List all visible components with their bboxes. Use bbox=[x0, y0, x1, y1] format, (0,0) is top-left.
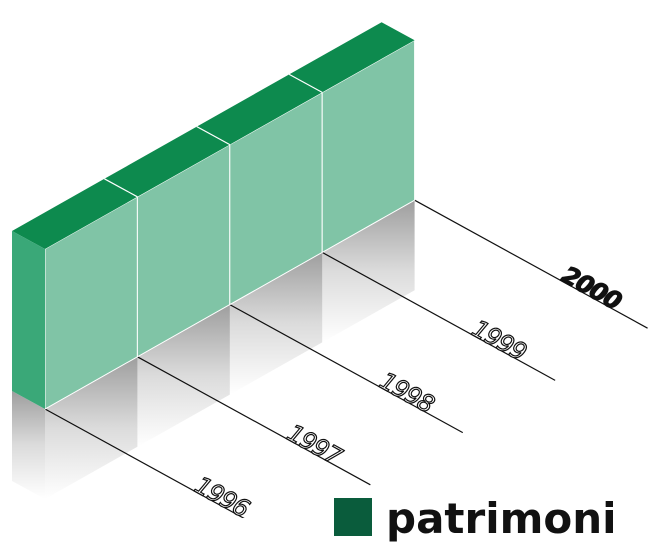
x-tick-label-1998: 1998 bbox=[375, 367, 439, 419]
bar-top-1998 bbox=[196, 74, 323, 145]
bar-divider-1997 bbox=[104, 178, 138, 198]
x-tick-label-1999: 1999 bbox=[467, 314, 531, 366]
bar-divider-1998 bbox=[196, 126, 231, 146]
chart-area: 1996 1997 1998 1999 2000 patrimoni bbox=[12, 22, 648, 540]
legend-label-patrimoni: patrimoni bbox=[386, 494, 617, 543]
bar-chart-3d: 1996 1997 1998 1999 2000 bbox=[12, 22, 648, 538]
reflection-shadow-1997 bbox=[137, 304, 230, 447]
reflection-shadow-side bbox=[12, 391, 45, 499]
bar-top-1999 bbox=[289, 22, 415, 93]
x-tick-label-1996: 1996 bbox=[190, 471, 254, 518]
bar-1999 bbox=[289, 22, 416, 254]
bar-divider-1999 bbox=[288, 73, 323, 93]
bar-side-face bbox=[12, 231, 45, 409]
bar-1998 bbox=[196, 74, 323, 306]
reflection-shadow-1998 bbox=[229, 252, 323, 395]
legend: patrimoni bbox=[334, 492, 617, 540]
x-tick-label-1997: 1997 bbox=[282, 419, 347, 472]
bar-top-1996 bbox=[12, 178, 138, 249]
reflection-shadow-1996 bbox=[45, 356, 138, 499]
legend-swatch-patrimoni bbox=[334, 498, 372, 536]
reflection-shadow-1999 bbox=[322, 200, 415, 343]
bar-front-1999 bbox=[321, 39, 416, 254]
floor-line-2000 bbox=[414, 199, 648, 329]
x-tick-label-2000: 2000 bbox=[557, 261, 626, 316]
bar-top-1997 bbox=[104, 126, 230, 197]
